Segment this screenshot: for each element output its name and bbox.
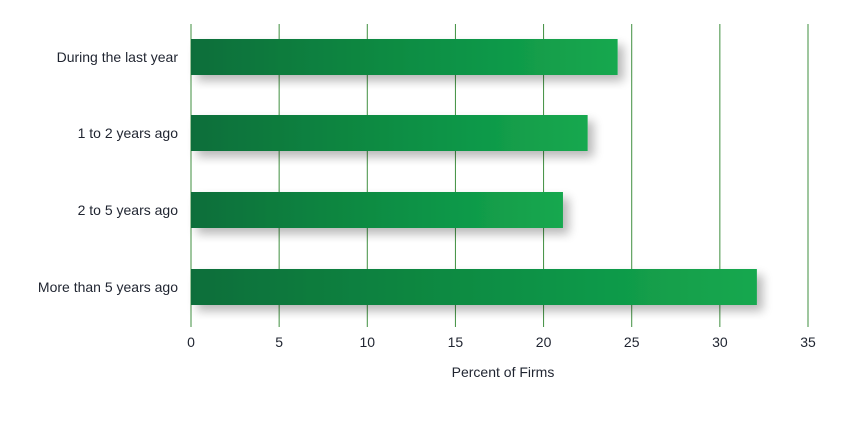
category-label-1: 1 to 2 years ago: [78, 125, 179, 141]
x-tick-label-0: 0: [187, 334, 195, 350]
bar-2: [191, 192, 563, 228]
bar-0: [191, 39, 618, 75]
x-tick-label-10: 10: [359, 334, 375, 350]
x-tick-label-25: 25: [624, 334, 640, 350]
x-tick-label-5: 5: [275, 334, 283, 350]
x-tick-label-20: 20: [536, 334, 552, 350]
bars: [191, 39, 757, 305]
category-labels: During the last year 1 to 2 years ago 2 to…: [38, 49, 178, 295]
x-tick-label-15: 15: [448, 334, 464, 350]
x-axis-title: Percent of Firms: [452, 364, 555, 380]
x-axis-tick-labels: 0 5 10 15 20 25 30 35: [187, 334, 816, 350]
bar-3: [191, 269, 757, 305]
x-tick-label-35: 35: [800, 334, 816, 350]
category-label-2: 2 to 5 years ago: [78, 202, 179, 218]
category-label-3: More than 5 years ago: [38, 279, 178, 295]
category-label-0: During the last year: [57, 49, 179, 65]
bar-1: [191, 115, 588, 151]
x-tick-label-30: 30: [712, 334, 728, 350]
